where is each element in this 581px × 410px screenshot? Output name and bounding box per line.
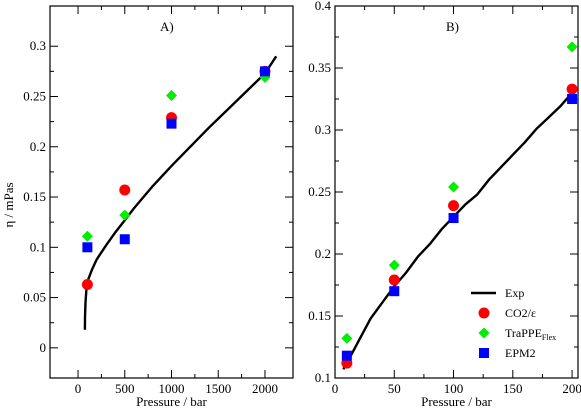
panel-b-ytick-label: 0.35 — [308, 60, 331, 75]
panel-a-ytick-label: 0.15 — [23, 189, 46, 204]
panel-b-co2--point — [448, 200, 460, 212]
legend: Exp CO2/ε TraPPEFlex EPM2 — [471, 286, 556, 360]
panel-b-label: B) — [446, 19, 459, 34]
panel-b-epm2-point — [389, 286, 400, 297]
panel-a-xtick-label: 1500 — [205, 381, 231, 396]
panel-b-trappe-point — [566, 41, 578, 53]
panel-a-x-axis-label: Pressure / bar — [136, 394, 207, 409]
panel-a-xtick-label: 1000 — [159, 381, 185, 396]
panel-a-ytick-label: 0.25 — [23, 88, 46, 103]
panel-a-xtick-label: 500 — [115, 381, 135, 396]
panel-b-ytick-label: 0.25 — [308, 184, 331, 199]
panel-a: 0 500 1000 1500 2000 0 0.05 0.1 0.15 0.2 0.25 0.3 Pr… — [23, 5, 294, 409]
legend-co2--swatch — [478, 307, 490, 319]
panel-a-trappe-point — [166, 89, 177, 101]
panel-a-xtick-label: 0 — [75, 381, 82, 396]
panel-a-epm2-point — [166, 118, 177, 129]
panel-a-label: A) — [160, 19, 174, 34]
panel-b-trappe-point — [341, 332, 353, 344]
panel-b-xtick-label: 50 — [388, 381, 401, 396]
panel-b-ytick-label: 0.3 — [315, 122, 331, 137]
panel-a-ytick-label: 0.05 — [23, 290, 46, 305]
panel-a-epm2-point — [82, 242, 93, 253]
panel-a-co2--point — [81, 278, 93, 290]
panel-b-co2--point — [566, 83, 578, 95]
panel-a-exp-line — [83, 55, 278, 330]
panel-a-ytick-label: 0.3 — [30, 38, 46, 53]
panel-a-ytick-label: 0.1 — [30, 239, 46, 254]
panel-a-xtick-label: 2000 — [252, 381, 278, 396]
panel-b-epm2-point — [448, 213, 459, 224]
panel-b-trappe-point — [388, 259, 400, 271]
legend-trappe-swatch — [478, 327, 490, 339]
legend-epm2-label: EPM2 — [505, 346, 536, 360]
panel-a-trappe-point — [81, 230, 93, 242]
panel-b-ytick-label: 0.1 — [315, 370, 331, 385]
panel-b-xtick-label: 0 — [332, 381, 339, 396]
panel-b-xtick-label: 200 — [562, 381, 581, 396]
panel-b-co2--point — [388, 274, 400, 286]
panel-b-ytick-label: 0.2 — [315, 246, 331, 261]
panel-b-trappe-point — [448, 181, 460, 193]
panel-a-ytick-label: 0.2 — [30, 139, 46, 154]
legend-exp-label: Exp — [505, 286, 524, 300]
panel-b: 0 50 100 150 200 0.1 0.15 0.2 0.25 0.3 0.35 0.4 Pres… — [308, 0, 581, 409]
panel-b-x-axis-label: Pressure / bar — [421, 394, 492, 409]
panel-a-epm2-point — [259, 66, 270, 77]
panel-a-trappe-point — [119, 209, 131, 221]
panel-a-epm2-point — [119, 234, 130, 245]
panel-b-ytick-label: 0.4 — [315, 0, 332, 13]
legend-co2--label: CO2/ε — [505, 306, 536, 320]
panel-b-epm2-point — [341, 350, 352, 361]
legend-trappe-label: TraPPEFlex — [505, 326, 556, 342]
panel-a-frame — [49, 5, 294, 379]
legend-trappe-subscript: Flex — [542, 333, 556, 342]
panel-a-co2--point — [119, 184, 131, 196]
panel-b-frame — [334, 5, 579, 379]
panel-a-ytick-label: 0 — [40, 340, 47, 355]
legend-epm2-swatch — [479, 348, 489, 358]
panel-b-xtick-label: 150 — [503, 381, 523, 396]
y-axis-label: η / mPas — [1, 182, 16, 227]
panel-b-epm2-point — [567, 94, 578, 104]
panel-b-xtick-label: 100 — [444, 381, 464, 396]
panel-b-ytick-label: 0.15 — [308, 308, 331, 323]
